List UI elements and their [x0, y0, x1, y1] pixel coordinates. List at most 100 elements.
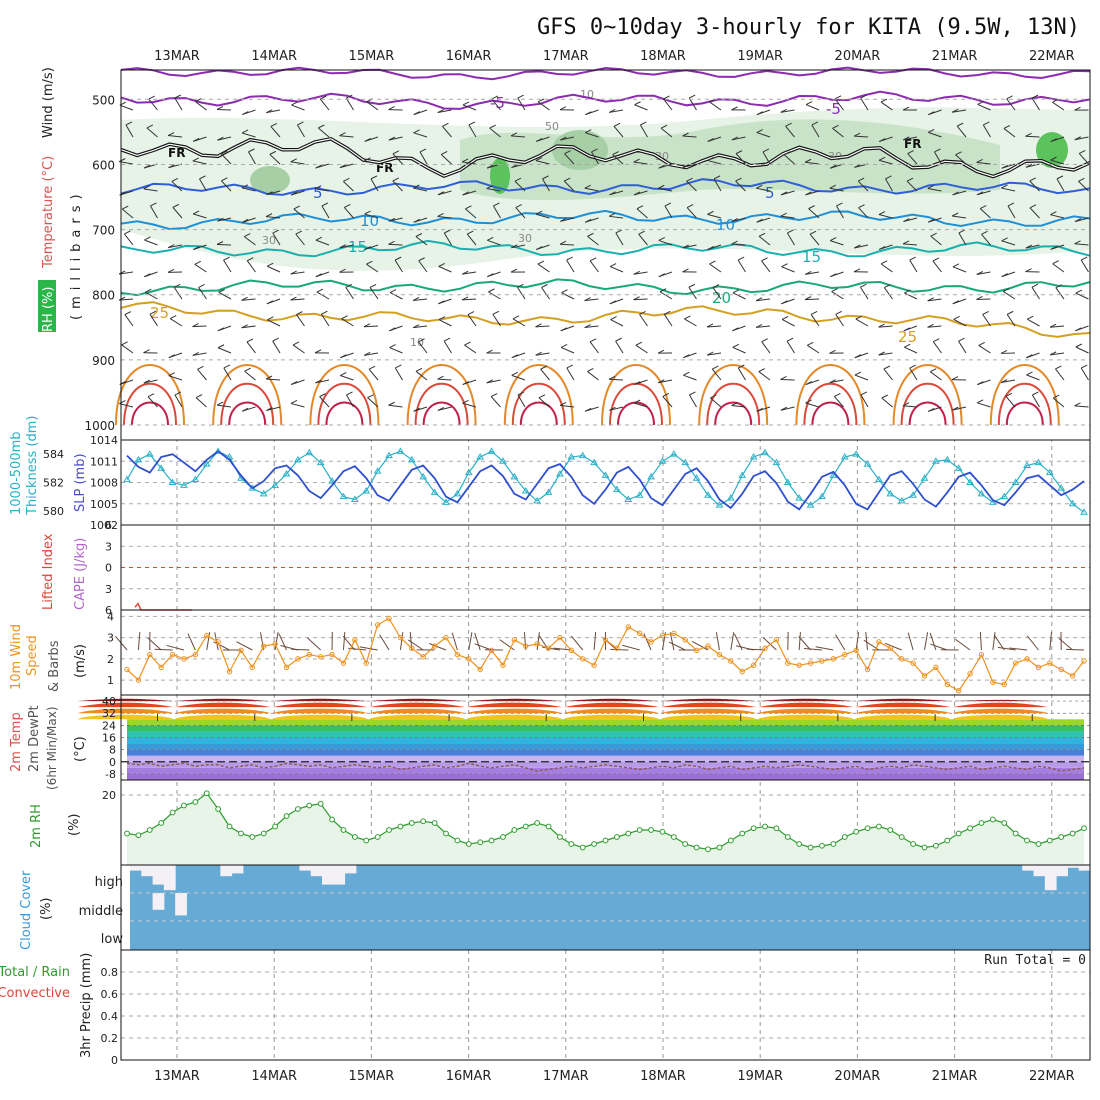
wind-barb-feather: [613, 122, 621, 127]
wind-barb-feather: [584, 297, 591, 302]
wind-barb: [956, 125, 967, 138]
wind-barb-feather: [394, 256, 402, 261]
wind-barb-feather: [167, 268, 175, 273]
wind-barb-feather: [461, 296, 469, 301]
wind10m-point: [591, 662, 597, 668]
wind-barb-feather: [169, 315, 177, 320]
wind-barb-feather: [860, 94, 867, 99]
wind-barb: [368, 368, 379, 381]
wind-barb-feather: [1000, 349, 1008, 354]
wind-barb-feather: [878, 323, 885, 328]
wind-barb: [341, 318, 354, 327]
wind-barb-feather: [832, 124, 839, 129]
wind-barb: [804, 298, 820, 301]
thickness-point: [966, 478, 974, 485]
wind10m-barb: [399, 632, 404, 651]
warm-contour-loop: [115, 364, 185, 426]
thickness-point: [1034, 458, 1043, 466]
wind-barb-feather: [1001, 164, 1008, 169]
thickness-point: [863, 460, 872, 467]
wind-barb: [517, 394, 526, 408]
wind10m-barb: [610, 648, 629, 651]
cloud-cover-cell: [333, 865, 346, 885]
wind-barb-feather: [683, 354, 690, 359]
wind-barb: [461, 298, 477, 301]
wind-barb-feather: [462, 399, 469, 404]
temperature-max-hump: [660, 708, 757, 714]
wind-barb-feather: [1075, 343, 1083, 348]
wind-barb: [1052, 397, 1065, 408]
wind-barb: [389, 347, 403, 354]
wind-barb-feather: [906, 177, 914, 182]
wind-barb-feather: [1079, 150, 1086, 154]
top-date-label: 14MAR: [251, 49, 297, 64]
wind-barb-feather: [315, 236, 323, 241]
wind-barb: [909, 367, 918, 381]
temperature-max-hump: [563, 698, 660, 702]
temperature-contour-line: [120, 178, 1091, 196]
wind-barb-feather: [267, 316, 274, 321]
pressure-axis: 500 600 700 800 900 1000: [84, 93, 1090, 433]
li-tick-label: 3: [105, 540, 112, 553]
cloud-middle-label: middle: [79, 904, 123, 919]
wind10m-axis-label-b: Speed: [25, 635, 40, 676]
wind-barb-feather: [510, 132, 518, 137]
temperature-max-hump: [563, 714, 660, 720]
wind-barb-feather: [907, 150, 914, 155]
wind-barb: [272, 340, 281, 354]
wind-barb: [419, 151, 428, 165]
top-date-label: 21MAR: [932, 49, 978, 64]
wind-barb: [366, 263, 379, 273]
wind10m-point: [169, 651, 176, 658]
wind-barb: [364, 213, 379, 219]
wind-barb-feather: [341, 315, 348, 320]
wind-barb-feather: [639, 311, 646, 315]
wind-barb: [709, 263, 722, 273]
wind-barb: [437, 215, 452, 219]
rh2m-point: [693, 844, 700, 851]
wind-barb-feather: [486, 349, 493, 354]
bottom-date-label: 22MAR: [1029, 1069, 1075, 1084]
thickness-point: [1068, 499, 1077, 507]
wind-barb: [172, 207, 183, 219]
wind-barb-feather: [686, 177, 693, 182]
wind-barb-feather: [195, 98, 202, 103]
thickness-point: [704, 491, 712, 498]
wind10m-barb: [691, 641, 709, 651]
warm-contour-loop: [212, 364, 283, 426]
wind10m-barb: [669, 632, 675, 651]
rh2m-point: [944, 837, 951, 844]
wind-barb: [1026, 374, 1040, 381]
wind-barb-feather: [951, 108, 959, 113]
cloud-cover-panel: [130, 865, 1091, 950]
wind-barb-feather: [834, 392, 841, 397]
wind-barb-feather: [640, 121, 647, 126]
wind-barb: [881, 397, 893, 408]
wind-barb-feather: [339, 164, 347, 169]
wind-barb: [811, 124, 820, 138]
wind-barb-feather: [290, 191, 298, 196]
wind10m-point: [477, 666, 483, 673]
wind-barb-feather: [168, 354, 176, 359]
wind-barb: [952, 215, 967, 219]
wind-barb: [218, 291, 232, 300]
wind10m-point: [693, 647, 700, 654]
wind10m-barb: [924, 632, 929, 651]
warm-contour-loop: [908, 401, 947, 426]
wind-barb: [958, 232, 967, 246]
wind10m-barb: [1058, 637, 1073, 651]
wind-barb: [319, 98, 330, 111]
wind-barb: [174, 97, 183, 111]
wind-barb-feather: [835, 310, 842, 315]
wind-barb: [976, 402, 991, 408]
rh2m-point: [716, 844, 723, 851]
wind-barb-feather: [437, 213, 444, 217]
wind-barb: [511, 374, 526, 381]
cloud-cover-cell: [344, 865, 357, 874]
wind-barb-feather: [609, 300, 617, 305]
wind-barb-feather: [958, 229, 966, 234]
wind-barb: [488, 291, 501, 300]
temperature-min-marker: I: [836, 713, 839, 724]
wind-barb: [686, 207, 697, 219]
wind-barb-feather: [658, 273, 666, 278]
